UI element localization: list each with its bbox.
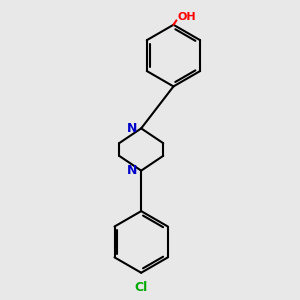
Text: OH: OH — [178, 13, 196, 22]
Text: Cl: Cl — [135, 281, 148, 294]
Text: N: N — [127, 122, 137, 135]
Text: N: N — [127, 164, 137, 177]
